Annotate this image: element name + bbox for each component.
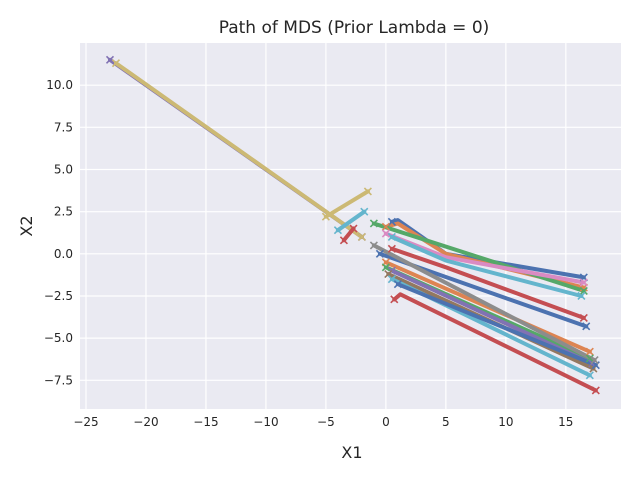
path-start-marker: [375, 249, 384, 258]
marker-stroke: [333, 226, 342, 235]
series-group: [105, 55, 600, 395]
marker-stroke: [579, 313, 588, 322]
path-start-marker: [381, 229, 390, 238]
marker-stroke: [390, 295, 399, 304]
marker-stroke: [579, 278, 588, 287]
marker-stroke: [579, 286, 588, 296]
marker-stroke: [585, 371, 594, 380]
marker-stroke: [585, 354, 594, 363]
path-start-marker: [390, 295, 399, 304]
path-end-marker: [349, 224, 358, 233]
path-end-marker: [591, 386, 600, 395]
path-start-marker: [384, 270, 393, 279]
path-end-marker: [585, 347, 594, 356]
series-line-10: [389, 246, 586, 320]
series-line-18: [395, 282, 598, 368]
chart-title: Path of MDS (Prior Lambda = 0): [219, 18, 490, 38]
path-start-marker: [381, 263, 390, 272]
y-tick-labels: −7.5 −5.0 −2.5 0.0 2.5 5.0 7.5 10.0: [44, 78, 73, 387]
x-tick-label: −25: [73, 415, 98, 429]
x-tick-labels: −25 −20 −15 −10 −5 0 5 10 15: [73, 415, 573, 429]
series-line-1: [114, 61, 364, 239]
marker-stroke: [387, 232, 396, 242]
y-tick-label: 10.0: [46, 78, 73, 92]
marker-stroke: [363, 187, 372, 196]
x-tick-label: 15: [558, 415, 573, 429]
y-tick-label: −7.5: [44, 373, 73, 387]
series-line-12: [383, 260, 592, 354]
path-start-marker: [333, 226, 342, 235]
marker-stroke: [339, 236, 348, 245]
y-tick-label: −2.5: [44, 289, 73, 303]
marker-stroke: [357, 232, 366, 242]
path-start-marker: [105, 55, 115, 64]
marker-stroke: [582, 322, 591, 331]
series-line-19: [371, 243, 597, 363]
path-end-marker: [579, 286, 588, 296]
path-end-marker: [357, 232, 366, 242]
path-start-marker: [387, 232, 396, 242]
series-line-7: [371, 221, 586, 293]
marker-stroke: [393, 280, 402, 289]
path-start-marker: [393, 280, 402, 289]
marker-stroke: [585, 347, 594, 356]
marker-stroke: [387, 244, 396, 253]
y-tick-label: 2.5: [54, 205, 73, 219]
path-end-marker: [577, 291, 586, 301]
marker-stroke: [590, 356, 599, 365]
marker-stroke: [384, 270, 393, 279]
marker-stroke: [369, 241, 378, 250]
x-tick-label: 0: [382, 415, 390, 429]
series-line-9: [389, 235, 584, 298]
x-tick-label: 5: [442, 415, 450, 429]
path-end-marker: [579, 313, 588, 322]
path-end-marker: [585, 371, 594, 380]
path-start-marker: [339, 236, 348, 245]
marker-stroke: [591, 386, 600, 395]
path-start-marker: [321, 212, 330, 221]
y-tick-label: −5.0: [44, 331, 73, 345]
series-line-3: [335, 209, 367, 233]
path-start-marker: [369, 241, 378, 250]
path-start-marker: [381, 222, 390, 231]
y-tick-label: 0.0: [54, 247, 73, 261]
marker-stroke: [381, 222, 390, 231]
marker-stroke: [360, 207, 369, 216]
marker-stroke: [381, 229, 390, 238]
marker-stroke: [375, 249, 384, 258]
path-end-marker: [582, 322, 591, 331]
path-end-marker: [579, 278, 588, 287]
path-end-marker: [360, 207, 369, 216]
path-end-marker: [590, 356, 599, 365]
series-line-2: [323, 189, 370, 219]
marker-stroke: [369, 219, 378, 228]
x-tick-label: −20: [133, 415, 158, 429]
marker-stroke: [381, 263, 390, 272]
path-start-marker: [387, 244, 396, 253]
x-axis-label: X1: [341, 443, 362, 462]
marker-stroke: [321, 212, 330, 221]
marker-stroke: [105, 55, 115, 64]
x-tick-label: −5: [317, 415, 335, 429]
marker-stroke: [349, 224, 358, 233]
marker-stroke: [577, 291, 586, 301]
path-end-marker: [363, 187, 372, 196]
x-tick-label: −15: [193, 415, 218, 429]
y-tick-label: 5.0: [54, 162, 73, 176]
y-axis-label: X2: [17, 215, 36, 236]
x-tick-label: 10: [498, 415, 513, 429]
path-end-marker: [585, 354, 594, 363]
marker-stroke: [387, 275, 396, 284]
path-start-marker: [369, 219, 378, 228]
y-tick-label: 7.5: [54, 120, 73, 134]
path-start-marker: [111, 59, 121, 68]
x-tick-label: −10: [253, 415, 278, 429]
marker-stroke: [111, 59, 121, 68]
